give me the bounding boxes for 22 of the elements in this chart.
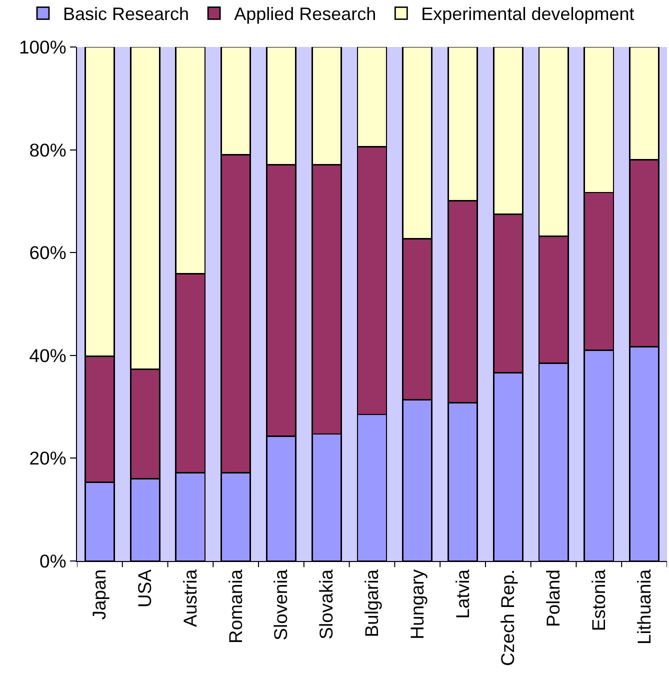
x-tick-label: Czech Rep. bbox=[497, 569, 518, 666]
x-tick-label: Austria bbox=[179, 568, 200, 627]
x-tick-label: USA bbox=[134, 568, 156, 608]
x-tick-label: Bulgaria bbox=[361, 568, 382, 638]
x-tick-label: Slovakia bbox=[316, 568, 337, 640]
legend-label: Applied Research bbox=[234, 4, 376, 24]
y-tick-label: 20% bbox=[29, 448, 66, 469]
x-tick-label: Poland bbox=[542, 569, 564, 628]
x-tick-label: Hungary bbox=[406, 568, 428, 640]
y-tick-label: 80% bbox=[29, 139, 66, 160]
y-tick-label: 60% bbox=[29, 242, 66, 264]
y-tick-label: 100% bbox=[18, 36, 66, 58]
legend-label: Experimental development bbox=[421, 4, 634, 24]
legend-label: Basic Research bbox=[63, 4, 190, 24]
x-tick-label: Latvia bbox=[452, 568, 473, 619]
x-tick-label: Lithuania bbox=[633, 568, 654, 644]
x-tick-label: Slovenia bbox=[270, 568, 292, 640]
y-tick-label: 0% bbox=[40, 550, 66, 572]
x-tick-label: Romania bbox=[224, 568, 246, 644]
y-tick-label: 40% bbox=[29, 344, 66, 366]
x-tick-label: Japan bbox=[88, 569, 110, 620]
x-tick-label: Estonia bbox=[588, 568, 609, 632]
